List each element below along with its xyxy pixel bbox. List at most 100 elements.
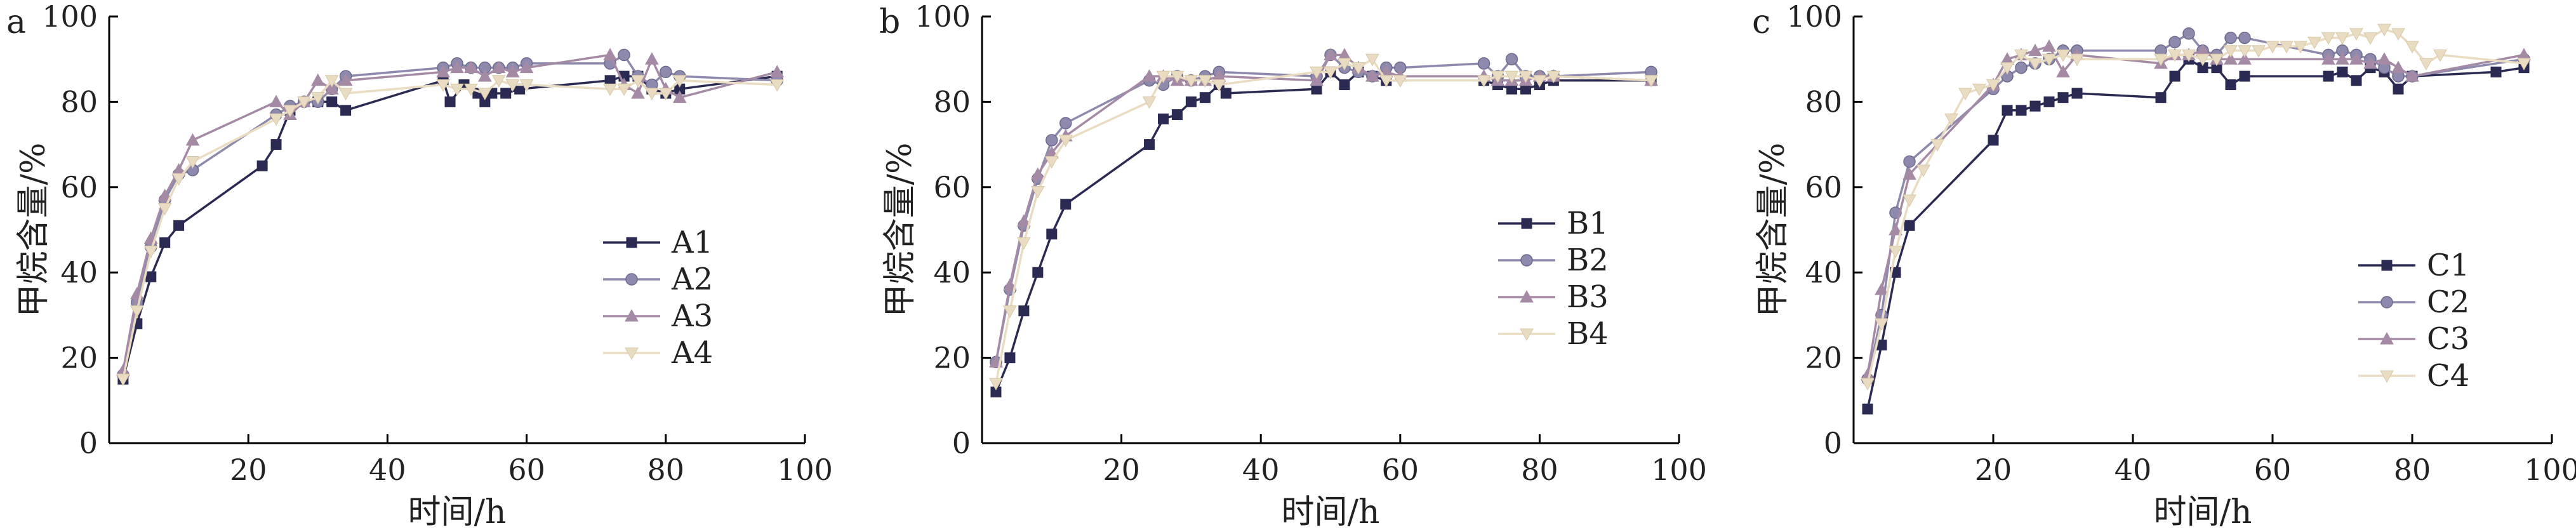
y-axis-title: 甲烷含量/% [881,143,919,317]
data-point-A4 [436,79,450,92]
legend-label-A2: A2 [671,262,713,297]
chart-panel-b: 0 20 40 60 80 100 20 40 60 80 100 b 时间/h 甲烷含量/% B1B2B3… [879,0,1707,531]
data-point-B4 [1490,70,1505,84]
data-point-B4 [989,378,1003,390]
y-tick-label: 20 [1805,341,1842,375]
y-tick-label: 80 [1805,84,1842,119]
series-line-B1 [995,70,1652,393]
data-point-C3 [1902,167,1916,180]
data-point-B1 [1339,79,1350,91]
data-point-C4 [2307,36,2321,50]
data-point-C1 [2057,92,2069,103]
data-point-C4 [2238,45,2252,58]
y-tick-label: 40 [60,255,98,289]
legend-swatch-marker [2381,260,2393,271]
data-point-C4 [1916,164,1930,177]
data-point-C4 [2377,23,2391,37]
data-point-A3 [603,48,617,60]
data-point-C4 [2335,32,2349,45]
data-point-A4 [770,79,785,92]
series-line-C2 [1866,32,2525,380]
data-point-C1 [1988,135,1999,146]
data-point-A3 [770,65,785,77]
data-point-B4 [1310,66,1324,79]
data-point-C4 [1889,246,1902,258]
x-tick-label: 80 [647,453,685,487]
y-tick-label: 60 [1805,170,1842,204]
y-tick-label: 20 [933,341,971,375]
data-point-C3 [2349,52,2363,65]
data-point-C4 [2419,58,2433,70]
data-point-A3 [310,73,325,86]
data-point-A1 [340,105,352,116]
data-point-B1 [1144,139,1155,150]
data-point-A4 [297,96,311,109]
x-tick-label: 40 [2115,453,2152,487]
data-point-B4 [1003,305,1017,318]
data-point-C2 [2015,61,2028,74]
data-point-A4 [505,79,520,92]
data-point-C3 [2028,43,2042,57]
data-point-B1 [1220,88,1232,99]
legend-swatch-marker [1520,254,1533,267]
x-tick-label: 100 [1651,453,1707,487]
data-point-B3 [1142,69,1157,82]
data-point-C3 [2377,52,2391,65]
data-point-B4 [1393,75,1407,88]
legend-swatch-marker [1520,328,1534,342]
data-point-B4 [1644,75,1658,88]
data-point-A4 [116,373,130,387]
data-point-A4 [491,75,506,88]
data-point-A4 [658,88,673,100]
data-point-C3 [2224,52,2238,65]
x-axis-title: 时间/h [408,493,506,531]
x-tick-label: 20 [230,453,267,487]
data-point-C1 [2043,96,2055,107]
legend-label-B2: B2 [1567,243,1609,278]
data-point-C1 [2169,70,2181,82]
y-tick-label: 20 [60,341,98,375]
data-point-B1 [1004,352,1016,364]
data-point-C1 [2239,70,2250,82]
data-point-C4 [1861,378,1875,390]
x-tick-label: 40 [1242,453,1280,487]
legend-label-C2: C2 [2427,284,2469,320]
data-point-C4 [2196,53,2210,67]
data-point-A3 [631,86,645,99]
data-point-B3 [1030,167,1045,180]
data-point-A3 [519,60,534,74]
data-point-A3 [464,60,478,74]
data-point-B3 [1017,214,1031,227]
data-point-B3 [1310,73,1324,86]
data-point-C3 [2321,52,2335,65]
data-point-A4 [171,173,186,186]
legend-swatch-marker [2380,370,2394,383]
legend-swatch-marker [2380,296,2393,309]
x-axis-title: 时间/h [2153,493,2252,531]
x-tick-label: 100 [2524,453,2576,487]
data-point-C1 [2015,105,2027,116]
data-point-C2 [2224,31,2237,44]
data-point-C3 [1875,283,1889,295]
data-point-C4 [1875,318,1889,331]
data-point-A1 [444,96,456,107]
data-point-C4 [2391,28,2405,41]
x-tick-label: 60 [1382,453,1419,487]
data-point-A3 [269,95,283,107]
data-point-C4 [2028,58,2042,70]
series-line-B3 [995,53,1652,362]
data-point-B3 [1365,69,1379,82]
data-point-C1 [1862,403,1873,415]
data-point-A4 [157,203,172,216]
data-point-B4 [1212,79,1226,92]
y-axis-title: 甲烷含量/% [15,143,53,317]
data-point-C1 [2323,70,2334,82]
data-point-C1 [2029,100,2041,112]
y-tick-label: 80 [933,84,971,119]
x-tick-label: 60 [2254,453,2292,487]
series-B2 [990,48,1657,369]
data-point-A3 [491,60,506,74]
y-tick-label: 0 [952,426,971,460]
